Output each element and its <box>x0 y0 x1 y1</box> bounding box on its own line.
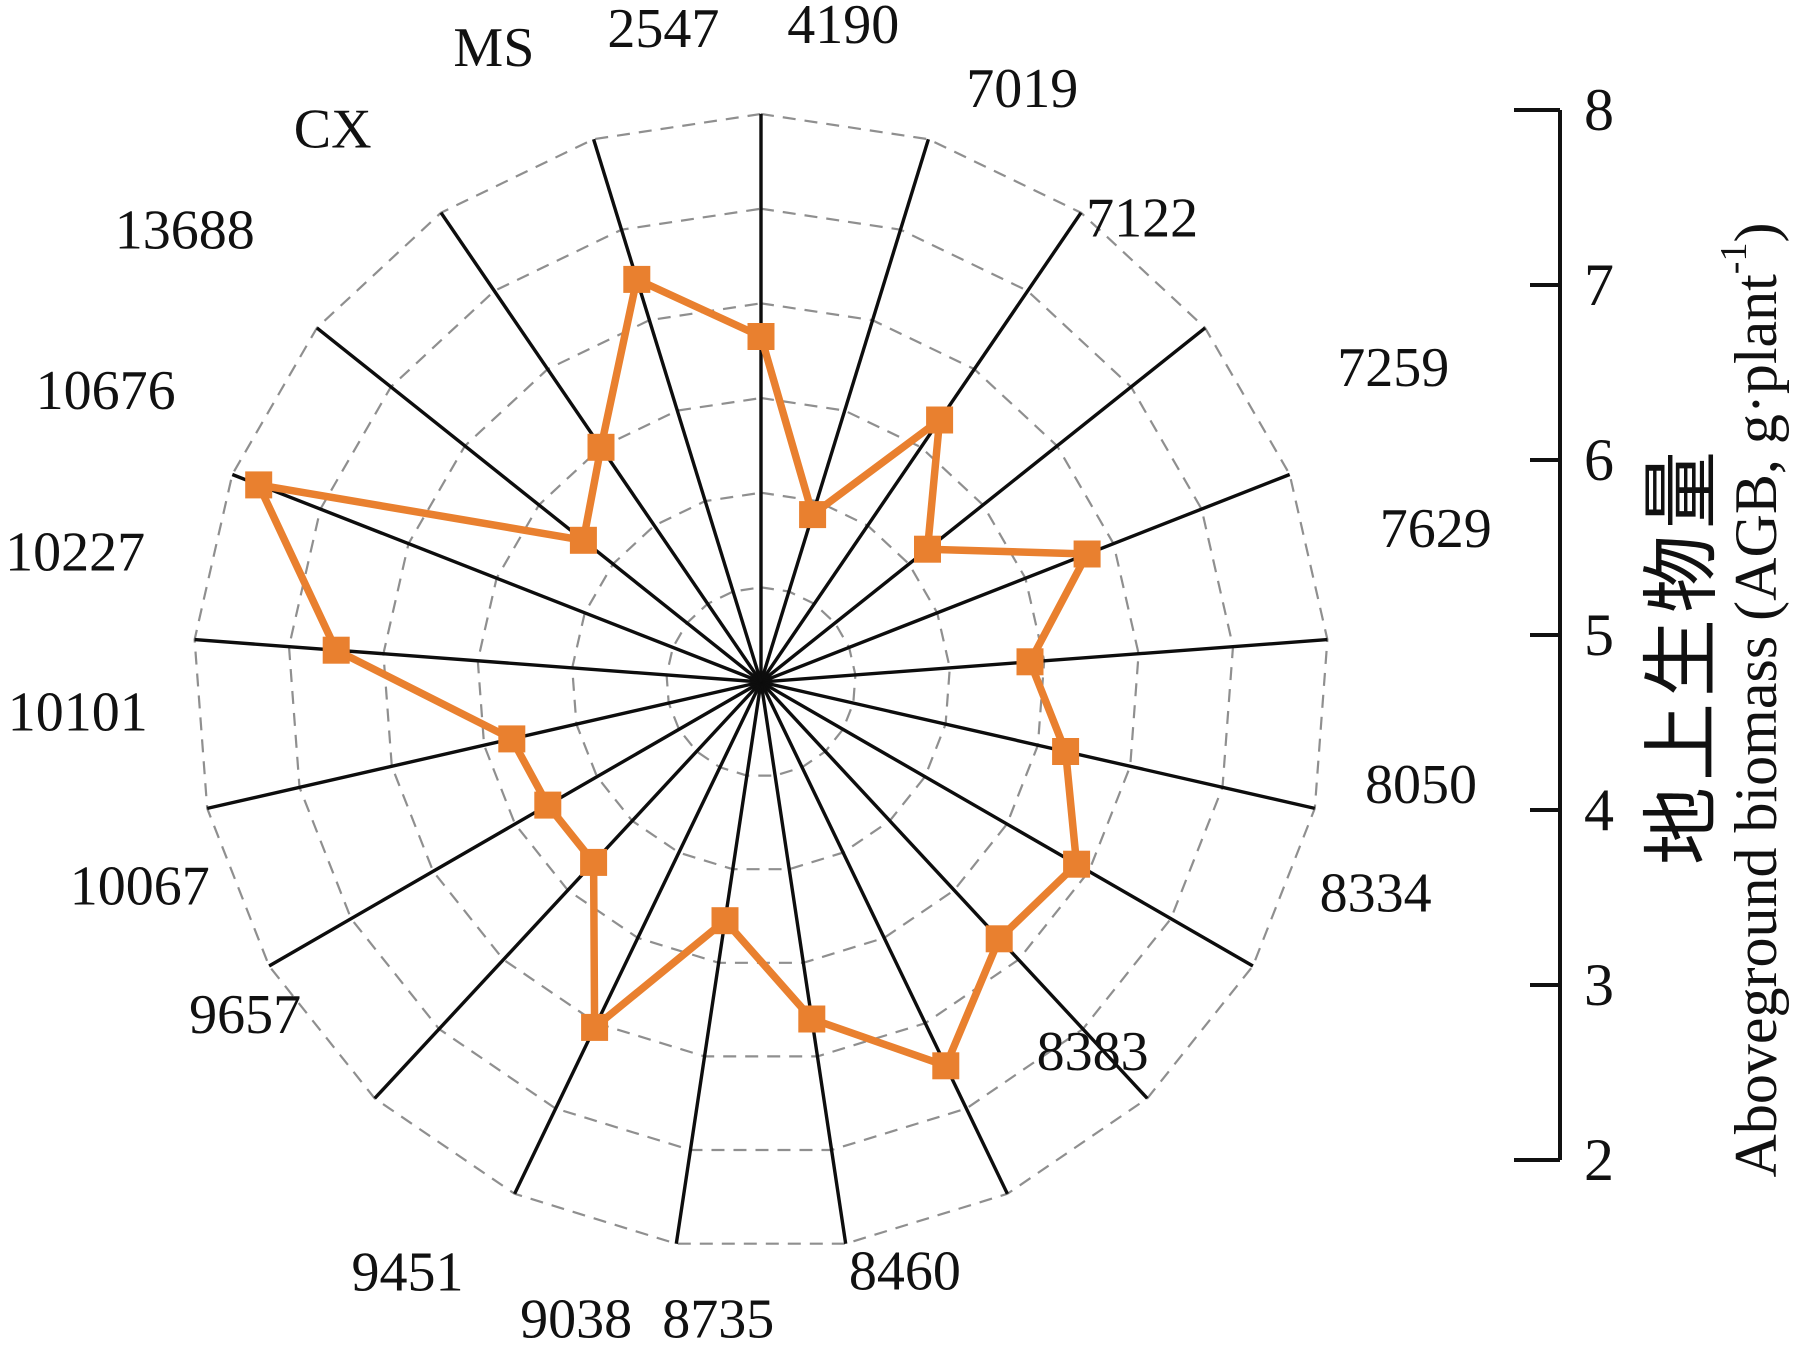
data-point-marker <box>623 265 651 293</box>
category-label: CX <box>294 99 372 161</box>
spokes-group <box>194 114 1328 1244</box>
data-point-marker <box>581 1013 609 1041</box>
data-point-marker <box>1052 738 1080 765</box>
category-label: 9451 <box>352 1241 464 1303</box>
spoke-line <box>315 326 763 684</box>
data-point-marker <box>1016 648 1044 676</box>
spoke-line <box>674 681 763 1244</box>
data-point-marker <box>587 433 615 461</box>
category-label: 10227 <box>5 522 145 584</box>
category-label: MS <box>453 17 534 79</box>
data-point-marker <box>580 848 608 876</box>
spoke-line <box>268 680 762 968</box>
data-point-marker <box>926 406 954 434</box>
category-label: 4190 <box>787 0 899 56</box>
data-point-marker <box>498 725 526 753</box>
category-label: 10676 <box>36 360 176 422</box>
grid-ring <box>287 207 1235 1152</box>
axis-tick-label: 4 <box>1584 777 1614 843</box>
category-label: 10067 <box>70 855 210 917</box>
category-label: 7122 <box>1086 188 1198 250</box>
data-point-marker <box>1063 850 1091 878</box>
axis-tick-label: 3 <box>1584 952 1614 1018</box>
data-point-marker <box>711 907 739 935</box>
category-label: 8334 <box>1320 863 1432 925</box>
data-point-marker <box>245 471 273 499</box>
category-label: 7259 <box>1337 337 1449 399</box>
category-label: 10101 <box>8 682 148 744</box>
category-label: 2547 <box>607 0 719 60</box>
data-point-marker <box>914 535 941 563</box>
axis-tick-label: 5 <box>1584 602 1614 668</box>
axis-tick-label: 6 <box>1584 427 1614 493</box>
axis-tick-label: 2 <box>1584 1127 1614 1193</box>
grid-ring <box>665 586 857 777</box>
spoke-line <box>760 680 1254 968</box>
spoke-line <box>760 680 1316 811</box>
data-point-marker <box>322 636 350 664</box>
spoke-line <box>760 637 1328 684</box>
spoke-line <box>373 680 763 1100</box>
category-label: 9038 <box>520 1289 632 1348</box>
spoke-line <box>194 637 762 684</box>
spoke-line <box>591 138 763 683</box>
spoke-line <box>760 472 1291 684</box>
spoke-line <box>759 680 1149 1100</box>
data-point-marker <box>569 526 597 554</box>
axis-title-en: Aboveground biomass (AGB, g·plant-1) <box>1713 223 1789 1178</box>
data-point-marker <box>932 1052 960 1080</box>
axis-tick-label: 7 <box>1584 252 1614 318</box>
axis-tick-label: 8 <box>1584 77 1614 143</box>
spoke-line <box>759 138 931 683</box>
data-point-marker <box>985 925 1013 953</box>
data-point-marker <box>798 1005 826 1033</box>
category-label: 8735 <box>662 1289 774 1348</box>
category-label: 9657 <box>189 984 301 1046</box>
data-series-line <box>254 275 1091 1070</box>
spoke-line <box>206 680 762 811</box>
data-point-marker <box>747 323 775 350</box>
spoke-line <box>759 681 848 1244</box>
category-label: 8460 <box>849 1241 961 1303</box>
spoke-line <box>759 326 1207 684</box>
data-point-marker <box>1073 540 1101 568</box>
spoke-line <box>759 211 1083 683</box>
spoke-line <box>513 681 763 1195</box>
data-markers-group <box>245 265 1101 1080</box>
category-label: 8050 <box>1365 754 1477 816</box>
category-label: 13688 <box>115 200 255 262</box>
category-label: 7019 <box>966 58 1078 120</box>
spoke-line <box>231 472 762 684</box>
category-label: 7629 <box>1380 498 1492 560</box>
spoke-line <box>759 681 1009 1195</box>
data-point-marker <box>534 791 562 819</box>
category-label: 8383 <box>1037 1021 1149 1083</box>
data-point-marker <box>799 501 827 529</box>
category-labels-group: 2547 4190 7019 7122 7259 7629 8050 8334 8383 8460… <box>5 0 1492 1348</box>
axis-title-cn: 地上生物量 <box>1639 445 1726 865</box>
